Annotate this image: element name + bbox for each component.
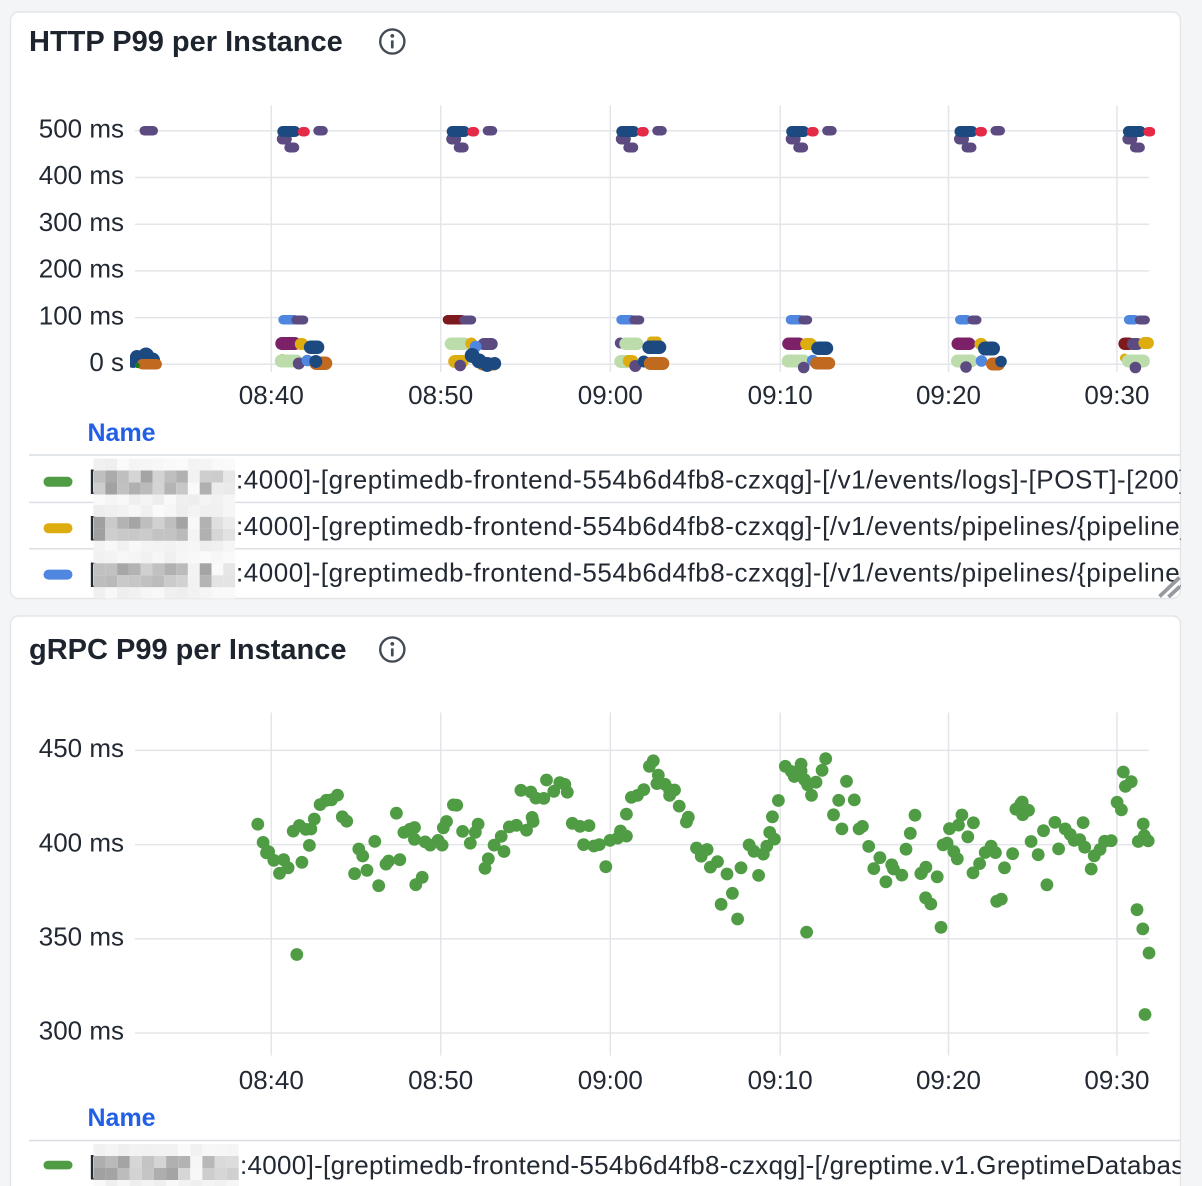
svg-text:gRPC P99 per Instance: gRPC P99 per Instance [29, 634, 347, 666]
svg-text:[: [ [89, 465, 97, 495]
svg-text:[: [ [89, 557, 97, 587]
svg-text:350 ms: 350 ms [39, 922, 124, 952]
svg-text:400 ms: 400 ms [39, 827, 124, 857]
svg-text:09:00: 09:00 [578, 1065, 643, 1095]
svg-text:400 ms: 400 ms [39, 160, 124, 190]
svg-text:09:10: 09:10 [748, 1065, 813, 1095]
svg-text:08:40: 08:40 [239, 380, 304, 410]
svg-text:100 ms: 100 ms [39, 300, 124, 330]
svg-text:300 ms: 300 ms [39, 1016, 124, 1046]
svg-text:450 ms: 450 ms [39, 733, 124, 763]
svg-text:300 ms: 300 ms [39, 207, 124, 237]
svg-text:200 ms: 200 ms [39, 254, 124, 284]
svg-text:500 ms: 500 ms [39, 114, 124, 144]
svg-text:[: [ [89, 511, 97, 541]
svg-text:09:20: 09:20 [916, 1065, 981, 1095]
svg-text:09:20: 09:20 [916, 380, 981, 410]
svg-text:08:50: 08:50 [408, 380, 473, 410]
svg-text:09:30: 09:30 [1084, 380, 1149, 410]
svg-text:08:40: 08:40 [239, 1065, 304, 1095]
svg-text:08:50: 08:50 [408, 1065, 473, 1095]
svg-text:09:10: 09:10 [748, 380, 813, 410]
svg-text:[: [ [89, 1150, 97, 1180]
svg-text::4000]-[greptimedb-frontend-55: :4000]-[greptimedb-frontend-554b6d4fb8-c… [236, 557, 1202, 587]
svg-text::4000]-[greptimedb-frontend-55: :4000]-[greptimedb-frontend-554b6d4fb8-c… [240, 1150, 1202, 1180]
svg-text:09:00: 09:00 [578, 380, 643, 410]
svg-text:HTTP P99 per Instance: HTTP P99 per Instance [29, 26, 343, 58]
svg-text:09:30: 09:30 [1084, 1065, 1149, 1095]
svg-text:0 s: 0 s [89, 347, 124, 377]
svg-text:Name: Name [88, 419, 156, 447]
svg-text::4000]-[greptimedb-frontend-55: :4000]-[greptimedb-frontend-554b6d4fb8-c… [236, 511, 1202, 541]
svg-text::4000]-[greptimedb-frontend-55: :4000]-[greptimedb-frontend-554b6d4fb8-c… [236, 465, 1187, 495]
svg-text:Name: Name [88, 1104, 156, 1132]
